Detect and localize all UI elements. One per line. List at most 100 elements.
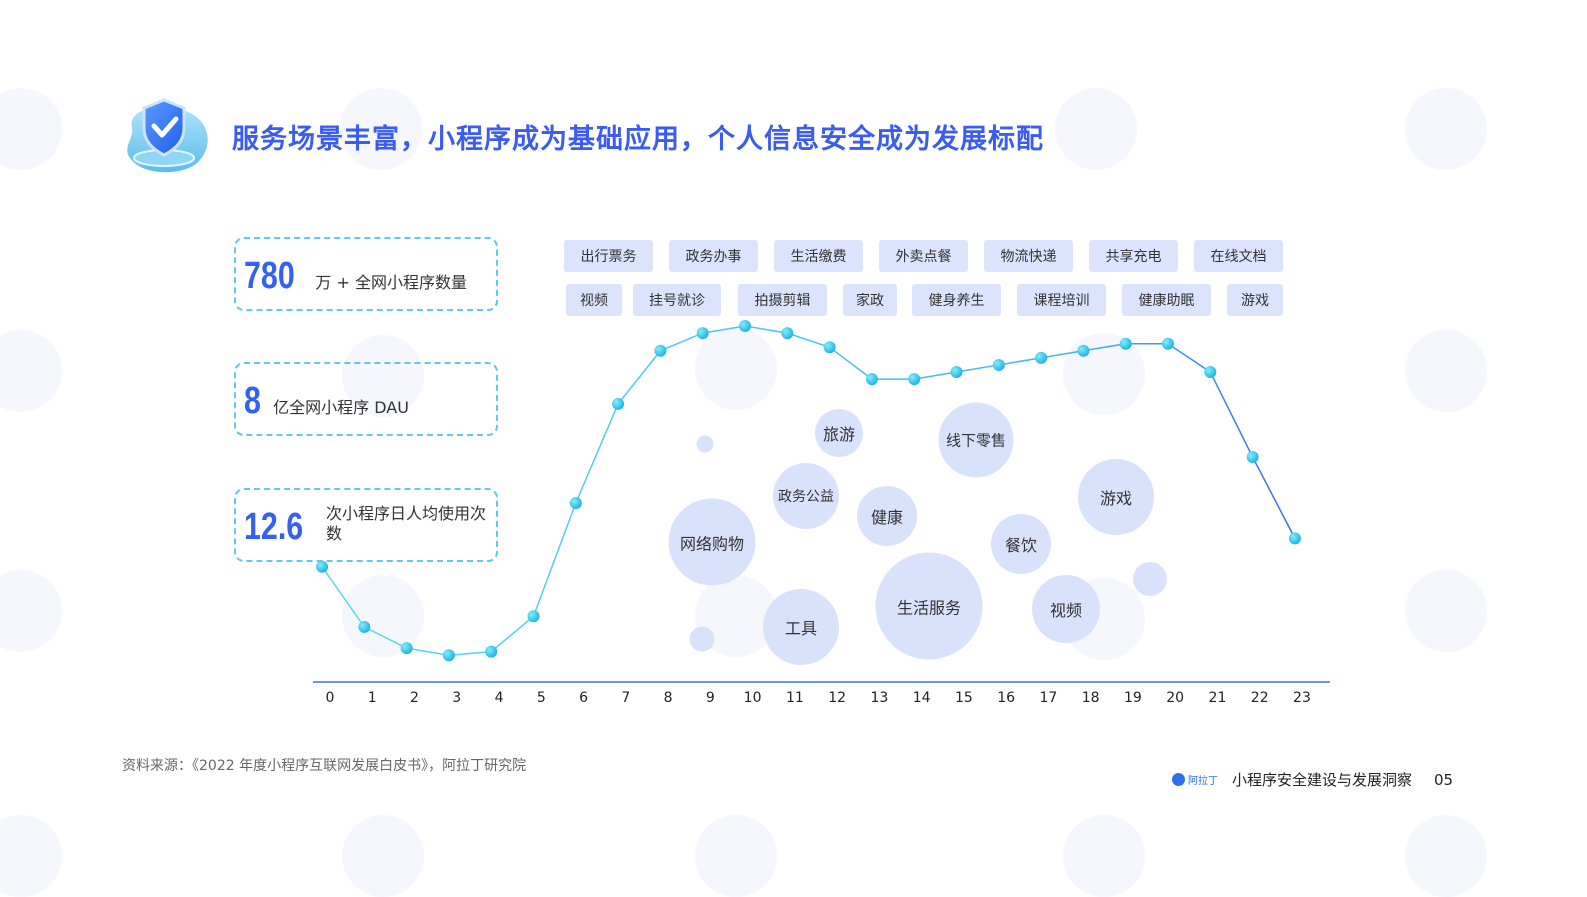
- bubble-online-shopping: 网络购物: [668, 498, 756, 586]
- x-tick-label: 9: [705, 690, 715, 706]
- x-tick-label: 20: [1166, 690, 1185, 706]
- x-tick-label: 8: [663, 690, 673, 706]
- service-tag: 游戏: [1227, 284, 1283, 316]
- service-tag: 政务办事: [669, 240, 758, 272]
- watermark-logo: [1405, 815, 1487, 897]
- stat-value: 780: [244, 255, 295, 297]
- stat-dau: 8 亿全网小程序 DAU: [234, 362, 498, 436]
- data-point: [358, 620, 371, 633]
- bubble-offline-retail: 线下零售: [938, 402, 1014, 478]
- page-number: 05: [1434, 770, 1454, 789]
- report-title: 小程序安全建设与发展洞察: [1232, 771, 1413, 789]
- watermark-logo: [1405, 570, 1487, 652]
- data-point: [485, 645, 498, 658]
- data-point: [1288, 532, 1301, 545]
- service-tag: 外卖点餐: [879, 240, 968, 272]
- data-point: [442, 649, 455, 662]
- bubble-games: 游戏: [1078, 459, 1154, 535]
- watermark-logo: [342, 575, 424, 657]
- x-tick-label: 16: [997, 690, 1016, 706]
- data-point: [1162, 337, 1174, 350]
- stat-value: 8: [244, 380, 261, 422]
- data-point: [612, 397, 625, 410]
- data-point: [950, 366, 963, 379]
- x-tick-label: 11: [785, 690, 804, 706]
- data-point: [316, 560, 328, 573]
- x-tick-label: 23: [1293, 690, 1311, 706]
- data-point: [527, 610, 540, 623]
- bubble-health: 健康: [857, 486, 917, 546]
- footer: 阿拉丁 小程序安全建设与发展洞察 05: [1172, 769, 1453, 790]
- watermark-logo: [342, 815, 424, 897]
- bubble-small: [696, 435, 714, 453]
- x-tick-label: 21: [1208, 690, 1227, 706]
- x-tick-label: 22: [1250, 690, 1269, 706]
- watermark-logo: [1405, 88, 1487, 170]
- service-tag: 共享充电: [1089, 240, 1178, 272]
- data-point: [654, 344, 667, 357]
- stat-label: 亿全网小程序 DAU: [273, 398, 409, 417]
- data-point: [781, 327, 794, 340]
- service-tag: 出行票务: [564, 240, 653, 272]
- bubble-dining: 餐饮: [991, 514, 1051, 574]
- logo-text: 阿拉丁: [1188, 776, 1218, 787]
- x-tick-label: 17: [1039, 690, 1058, 706]
- page-title: 服务场景丰富，小程序成为基础应用，个人信息安全成为发展标配: [232, 124, 1044, 155]
- stat-daily-usage: 12.6 次小程序日人均使用次数: [234, 488, 498, 562]
- bubble-travel: 旅游: [815, 409, 863, 457]
- service-tag: 视频: [566, 284, 622, 316]
- data-point: [1077, 344, 1090, 357]
- x-tick-label: 13: [870, 690, 889, 706]
- service-tag: 健康助眠: [1122, 284, 1211, 316]
- shield-check-icon: [122, 98, 212, 176]
- data-point: [823, 341, 836, 354]
- service-tag: 家政: [843, 284, 897, 316]
- data-point: [1204, 366, 1217, 379]
- watermark-logo: [695, 815, 777, 897]
- bubble-video: 视频: [1032, 575, 1100, 643]
- service-tag: 课程培训: [1017, 284, 1106, 316]
- watermark-logo: [340, 88, 422, 170]
- x-tick-label: 2: [410, 690, 419, 706]
- data-point: [696, 327, 709, 340]
- service-tag: 挂号就诊: [633, 284, 721, 316]
- data-point: [1035, 351, 1048, 364]
- trend-line: [321, 325, 1296, 656]
- data-point: [569, 497, 582, 509]
- service-tag: 物流快递: [984, 240, 1073, 272]
- data-point: [739, 320, 751, 332]
- data-markers: [316, 320, 1301, 662]
- x-tick-label: 10: [743, 690, 762, 706]
- bubble-government: 政务公益: [773, 463, 839, 529]
- data-point: [1246, 450, 1259, 463]
- x-tick-label: 0: [325, 690, 335, 706]
- stat-label: 万 + 全网小程序数量: [315, 273, 467, 292]
- x-tick-label: 4: [494, 690, 504, 706]
- data-point: [908, 373, 921, 386]
- x-tick-label: 14: [912, 690, 931, 706]
- bubble-life-services: 生活服务: [875, 552, 983, 660]
- watermark-logo: [1063, 815, 1145, 897]
- stat-value: 12.6: [244, 506, 304, 548]
- x-tick-label: 19: [1124, 690, 1142, 706]
- service-tag: 拍摄剪辑: [738, 284, 827, 316]
- x-tick-label: 3: [452, 690, 462, 706]
- watermark-logo: [342, 335, 424, 417]
- data-point: [992, 358, 1005, 371]
- x-tick-label: 1: [367, 690, 377, 706]
- stat-mini-program-count: 780 万 + 全网小程序数量: [234, 237, 498, 311]
- source-note: 资料来源：《2022 年度小程序互联网发展白皮书》，阿拉丁研究院: [122, 758, 527, 774]
- data-point: [865, 373, 878, 386]
- x-tick-label: 6: [579, 690, 589, 706]
- service-tag: 健身养生: [912, 284, 1001, 316]
- aladdin-logo: 阿拉丁: [1172, 772, 1218, 787]
- x-tick-label: 5: [536, 690, 546, 706]
- data-point: [400, 642, 413, 655]
- stat-label: 次小程序日人均使用次数: [325, 504, 486, 543]
- x-tick-label: 18: [1081, 690, 1100, 706]
- service-tag: 在线文档: [1194, 240, 1283, 272]
- x-tick-label: 12: [828, 690, 847, 706]
- bubble-tools: 工具: [763, 589, 839, 665]
- watermark-logo: [1055, 88, 1137, 170]
